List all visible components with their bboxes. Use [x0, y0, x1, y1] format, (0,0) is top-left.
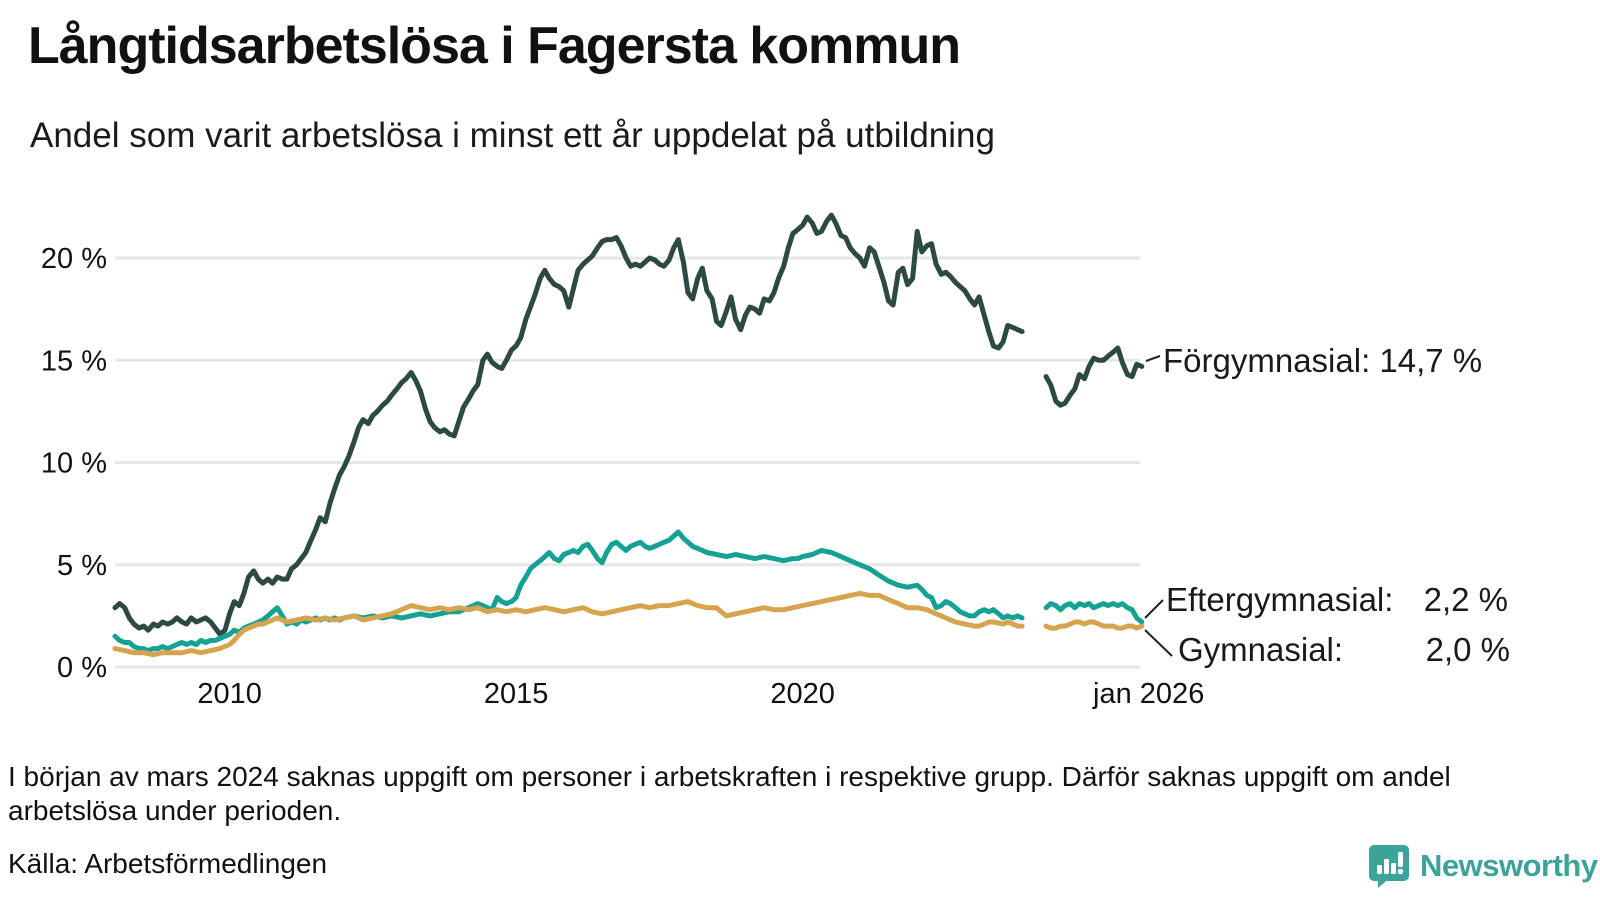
series-line-eftergymnasial: [112, 529, 1025, 654]
series-line-förgymnasial: [112, 212, 1025, 637]
series-label-eftergymnasial-value: 2,2 %: [1423, 581, 1508, 618]
footnote: I början av mars 2024 saknas uppgift om …: [8, 761, 1451, 826]
series-label-eftergymnasial-name: Eftergymnasial:: [1166, 581, 1394, 618]
series-line-gymnasial: [112, 590, 1025, 658]
series-line-gymnasial: [1043, 619, 1145, 631]
y-axis-tick-label: 15 %: [41, 345, 107, 377]
series-line-förgymnasial: [1043, 345, 1145, 408]
annotation-connector: [1144, 599, 1164, 619]
series-label-gymnasial-name: Gymnasial:: [1178, 631, 1344, 668]
newsworthy-wordmark: Newsworthy: [1420, 848, 1598, 883]
y-axis-tick-label: 10 %: [41, 448, 107, 480]
y-axis-tick-label: 0 %: [57, 652, 107, 684]
series-line-eftergymnasial: [1043, 601, 1145, 625]
x-axis-tick-label: 2015: [484, 678, 549, 710]
line-chart-canvas: 0 % 5 % 10 % 15 % 20 % 2010 2015 2020 jan 2026: [41, 212, 1204, 710]
series-label-gymnasial: Gymnasial: 2,0 %: [1178, 631, 1510, 669]
page-title: Långtidsarbetslösa i Fagersta kommun: [28, 17, 961, 75]
x-axis-tick-label: 2020: [770, 678, 835, 710]
chart-subtitle: Andel som varit arbetslösa i minst ett å…: [30, 116, 995, 155]
x-axis-tick-label: 2010: [197, 678, 262, 710]
series-label-forgymnasial: Förgymnasial: 14,7 %: [1163, 342, 1483, 379]
newsworthy-bubble-chart-icon: [1369, 845, 1409, 888]
x-axis-tick-label: jan 2026: [1092, 678, 1204, 710]
source-credit: Källa: Arbetsförmedlingen: [8, 848, 328, 879]
series-label-gymnasial-value: 2,0 %: [1425, 631, 1510, 668]
series-label-eftergymnasial: Eftergymnasial: 2,2 %: [1166, 581, 1508, 619]
annotation-connector: [1144, 629, 1173, 657]
y-axis-tick-label: 5 %: [57, 550, 107, 582]
y-axis-tick-label: 20 %: [41, 243, 107, 275]
annotation-connector: [1145, 355, 1161, 362]
newsworthy-logo: Newsworthy: [1368, 844, 1598, 888]
